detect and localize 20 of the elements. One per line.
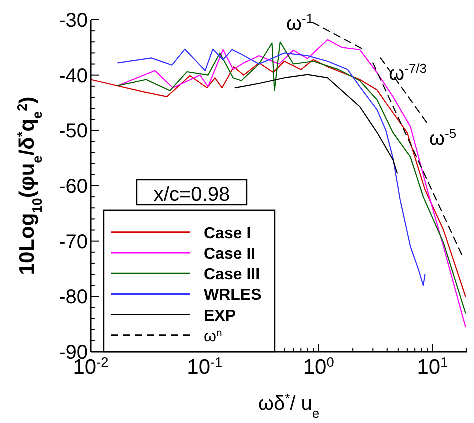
annotation: x/c=0.98 <box>154 184 230 206</box>
y-tick-label: -40 <box>59 65 88 88</box>
x-tick-label: 10$^{-1}$ <box>187 354 223 379</box>
annotation: ω$^{-5}$ <box>429 126 457 150</box>
y-tick-label: -60 <box>59 176 88 198</box>
x-tick-label: 10$^{1}$ <box>417 354 448 379</box>
annotation: ω$^{-7/3}$ <box>388 60 428 85</box>
y-tick-label: -70 <box>59 231 88 254</box>
legend-label: Case III <box>204 266 260 284</box>
x-axis-title: ωδ$^{*}$/ u$_{e}$ <box>258 390 320 420</box>
x-tick-label: 10$^{0}$ <box>303 354 335 379</box>
legend-label: Case I <box>204 225 252 242</box>
legend-label: WRLES <box>204 287 262 304</box>
legend-label: EXP <box>204 308 236 325</box>
y-tick-label: -30 <box>59 10 88 32</box>
annotation: ω$^{-1}$ <box>286 10 314 35</box>
y-tick-label: -80 <box>59 286 88 309</box>
legend-label: ω$^{n}$ <box>204 328 222 346</box>
legend-label: Case II <box>204 246 256 263</box>
y-tick-label: -50 <box>59 120 88 143</box>
